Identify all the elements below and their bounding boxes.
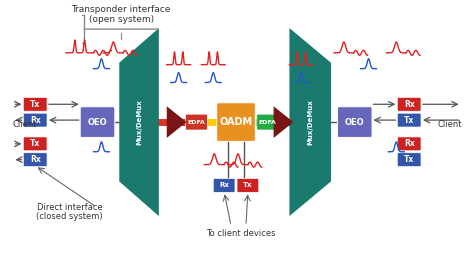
Polygon shape [119, 28, 159, 216]
FancyBboxPatch shape [397, 153, 421, 167]
Text: Tx: Tx [243, 183, 253, 188]
FancyBboxPatch shape [337, 107, 372, 138]
Text: Rx: Rx [30, 155, 41, 164]
Text: OEO: OEO [88, 118, 107, 127]
FancyBboxPatch shape [213, 178, 235, 192]
Text: Tx: Tx [30, 139, 40, 148]
FancyBboxPatch shape [397, 97, 421, 111]
Text: EDFA: EDFA [188, 120, 205, 125]
Text: Direct interface: Direct interface [37, 203, 103, 212]
FancyBboxPatch shape [237, 178, 259, 192]
Text: OADM: OADM [219, 117, 253, 127]
FancyBboxPatch shape [185, 114, 207, 130]
Text: (closed system): (closed system) [36, 212, 103, 220]
Text: Tx: Tx [404, 116, 414, 125]
Text: Client: Client [12, 120, 37, 128]
Text: (open system): (open system) [89, 15, 154, 24]
FancyBboxPatch shape [217, 103, 255, 141]
Text: Tx: Tx [30, 100, 40, 109]
Text: Rx: Rx [30, 116, 41, 125]
Text: Client: Client [437, 120, 462, 128]
FancyBboxPatch shape [23, 97, 47, 111]
Text: Transponder interface: Transponder interface [72, 5, 171, 14]
FancyBboxPatch shape [257, 114, 279, 130]
Text: Rx: Rx [404, 139, 415, 148]
Text: Rx: Rx [404, 100, 415, 109]
FancyBboxPatch shape [23, 113, 47, 127]
Polygon shape [290, 28, 331, 216]
Polygon shape [167, 106, 187, 138]
Text: OEO: OEO [345, 118, 365, 127]
Text: Rx: Rx [219, 183, 229, 188]
FancyBboxPatch shape [397, 113, 421, 127]
Polygon shape [273, 106, 293, 138]
Text: Mux/DeMux: Mux/DeMux [307, 99, 313, 145]
Text: EDFA: EDFA [259, 120, 277, 125]
FancyBboxPatch shape [80, 107, 115, 138]
FancyBboxPatch shape [23, 137, 47, 151]
Text: To client devices: To client devices [206, 229, 276, 238]
Text: Mux/DeMux: Mux/DeMux [136, 99, 142, 145]
FancyBboxPatch shape [23, 153, 47, 167]
FancyBboxPatch shape [397, 137, 421, 151]
Text: Tx: Tx [404, 155, 414, 164]
